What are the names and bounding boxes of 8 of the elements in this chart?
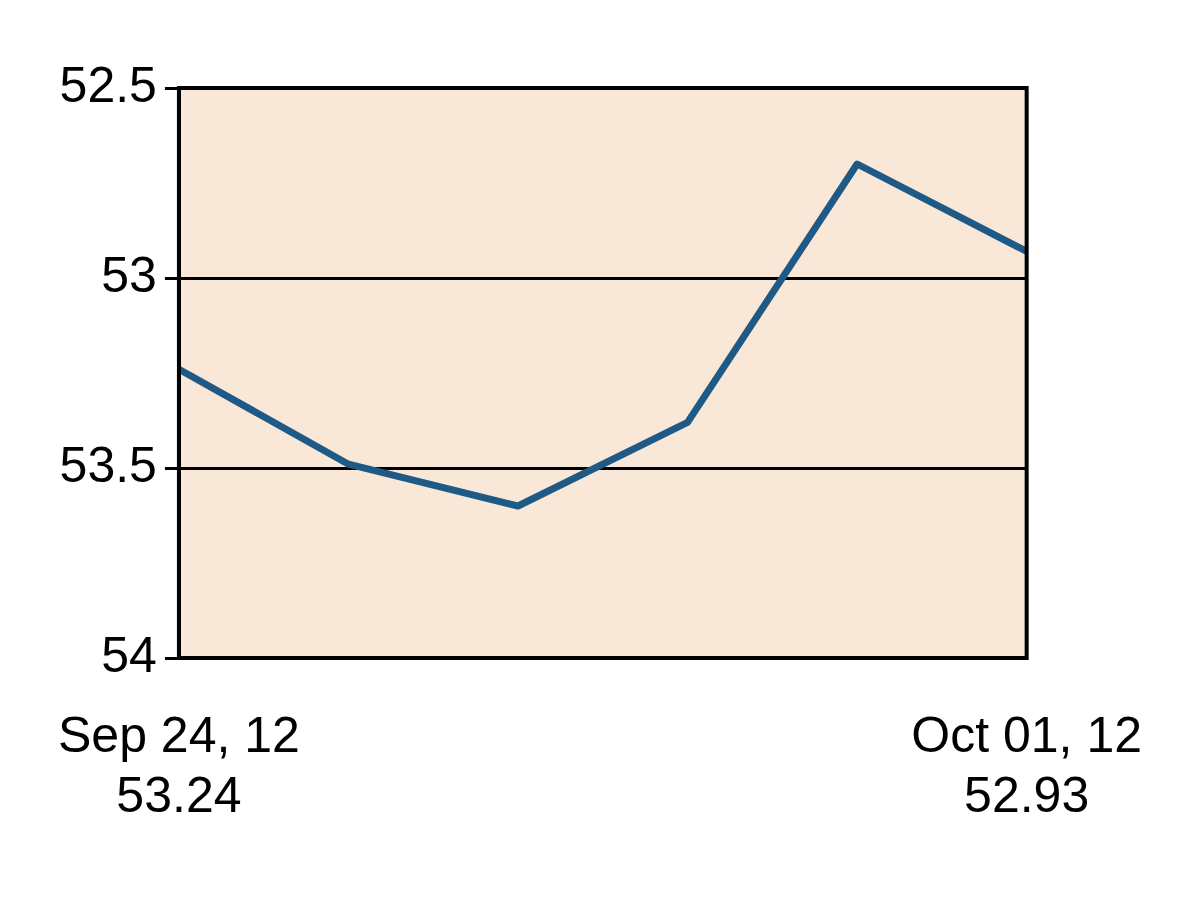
y-tick-label: 53 <box>101 246 157 303</box>
y-tick-label: 54 <box>101 626 157 683</box>
x-tick-label: Sep 24, 12 <box>58 706 300 763</box>
data-label: 53.24 <box>116 766 242 823</box>
y-tick-label: 53.5 <box>59 436 157 493</box>
y-tick-label: 52.5 <box>59 56 157 113</box>
x-tick-label: Oct 01, 12 <box>911 706 1143 763</box>
data-label: 52.93 <box>964 766 1090 823</box>
